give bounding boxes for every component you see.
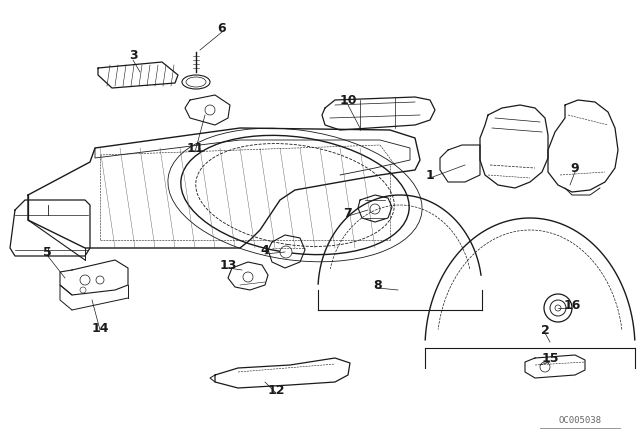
- Circle shape: [370, 204, 380, 214]
- Text: 8: 8: [374, 279, 382, 292]
- Circle shape: [80, 275, 90, 285]
- Text: 2: 2: [541, 323, 549, 336]
- Circle shape: [80, 287, 86, 293]
- Circle shape: [96, 276, 104, 284]
- Circle shape: [555, 305, 561, 311]
- Circle shape: [280, 246, 292, 258]
- Circle shape: [540, 362, 550, 372]
- Circle shape: [243, 272, 253, 282]
- Text: 14: 14: [92, 322, 109, 335]
- Text: 5: 5: [43, 246, 51, 258]
- Text: 12: 12: [268, 383, 285, 396]
- Text: 3: 3: [129, 48, 138, 61]
- Circle shape: [544, 294, 572, 322]
- Text: 4: 4: [260, 244, 269, 257]
- Text: 15: 15: [541, 352, 559, 365]
- Text: 6: 6: [218, 22, 227, 34]
- Text: 7: 7: [344, 207, 353, 220]
- Circle shape: [205, 105, 215, 115]
- Text: 11: 11: [186, 142, 204, 155]
- Text: 1: 1: [426, 168, 435, 181]
- Text: 16: 16: [563, 298, 580, 311]
- Text: 13: 13: [220, 258, 237, 271]
- Text: 9: 9: [571, 161, 579, 175]
- Text: 10: 10: [339, 94, 356, 107]
- Text: OC005038: OC005038: [559, 415, 602, 425]
- Circle shape: [550, 300, 566, 316]
